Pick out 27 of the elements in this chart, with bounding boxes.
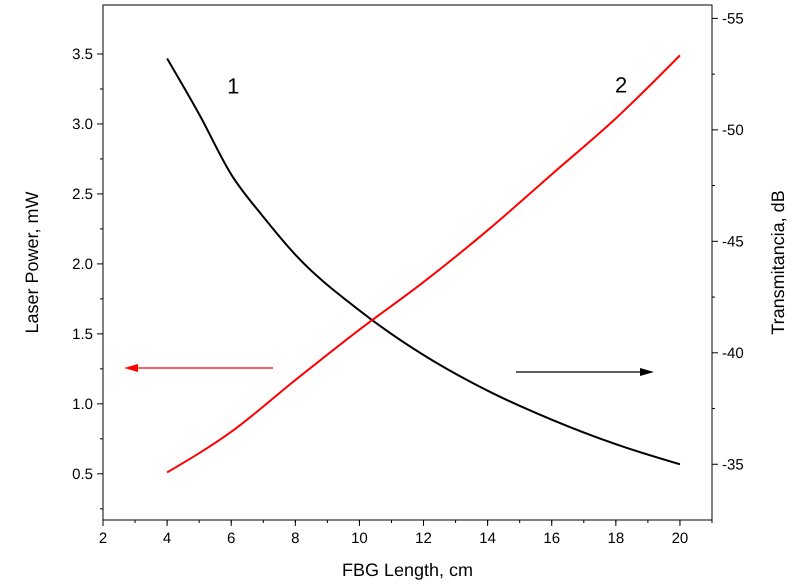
y-tick-label: 2.0: [72, 256, 93, 273]
x-tick-label: 16: [543, 530, 560, 547]
x-tick-label: 6: [227, 530, 236, 547]
series-label: 1: [227, 74, 240, 99]
y2-axis-title: Transmitancia, dB: [768, 190, 788, 335]
x-tick-label: 12: [415, 530, 432, 547]
y2-tick-label: -35: [722, 456, 744, 474]
y2-tick-label: -45: [722, 233, 744, 250]
y2-tick-label: -55: [722, 10, 744, 28]
x-tick-label: 20: [672, 530, 688, 547]
x-tick-label: 8: [291, 530, 300, 547]
y2-tick-label: -40: [722, 344, 744, 362]
x-axis-title: FBG Length, cm: [342, 560, 474, 580]
y-tick-label: 1.0: [72, 396, 93, 413]
y2-tick-label: -50: [722, 122, 744, 139]
x-tick-label: 10: [351, 530, 368, 547]
y-axis-title: Laser Power, mW: [22, 191, 42, 334]
y-tick-label: 3.0: [72, 116, 93, 133]
y-tick-label: 3.5: [72, 46, 93, 63]
x-tick-label: 4: [162, 530, 172, 547]
x-tick-label: 2: [98, 530, 108, 547]
y-tick-label: 2.5: [72, 186, 93, 203]
x-tick-label: 14: [479, 530, 496, 547]
series-label: 2: [614, 72, 628, 98]
y-tick-label: 1.5: [72, 326, 93, 343]
x-tick-label: 18: [608, 530, 624, 547]
y-tick-label: 0.5: [72, 466, 93, 483]
